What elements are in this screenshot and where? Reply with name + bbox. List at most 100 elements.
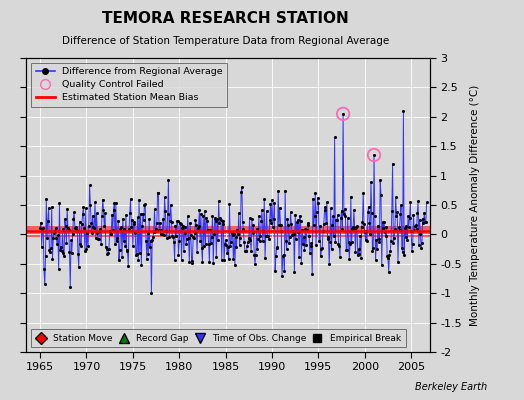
Point [304,220,312,226]
Point [69,231,77,238]
Point [193,225,202,232]
Point [108,227,117,233]
Point [105,228,114,234]
Point [118,216,127,222]
Point [339,111,347,117]
Point [395,226,403,233]
Point [224,256,233,262]
Point [248,230,257,236]
Point [135,196,143,203]
Point [310,222,318,228]
Point [125,226,133,232]
Point [46,248,54,255]
Point [356,233,364,240]
Point [71,226,80,232]
Point [295,254,303,260]
Point [173,218,182,224]
Point [55,200,63,206]
Point [204,227,212,234]
Point [71,225,79,231]
Point [172,232,180,239]
Point [317,246,325,252]
Point [364,203,373,210]
Point [235,241,244,248]
Point [162,235,171,242]
Point [96,225,105,232]
Point [284,222,292,228]
Point [84,243,92,249]
Point [189,234,198,240]
Point [323,198,331,205]
Point [205,259,214,265]
Point [253,226,261,232]
Point [393,208,401,215]
Point [88,230,96,236]
Point [389,240,398,246]
Point [363,238,372,245]
Point [196,210,205,217]
Point [282,237,290,244]
Point [69,216,78,222]
Point [217,217,225,224]
Point [410,226,418,233]
Text: Berkeley Earth: Berkeley Earth [415,382,487,392]
Point [231,262,239,268]
Point [243,242,252,249]
Point [92,210,101,216]
Point [200,243,208,249]
Point [119,238,128,244]
Point [334,241,343,247]
Point [90,225,99,231]
Point [379,225,387,231]
Point [150,206,159,212]
Point [301,226,310,232]
Point [113,235,122,241]
Point [311,189,320,196]
Point [64,226,73,233]
Point [322,220,330,227]
Point [422,219,430,226]
Point [209,260,217,266]
Point [180,248,188,254]
Point [298,227,307,234]
Point [250,252,258,258]
Point [199,212,208,219]
Point [103,251,112,257]
Point [252,252,260,258]
Point [136,250,144,256]
Point [236,234,245,241]
Point [198,245,206,251]
Point [390,235,398,242]
Point [149,229,158,236]
Point [318,245,326,252]
Point [245,215,254,222]
Point [87,220,95,226]
Point [39,225,47,232]
Point [217,257,226,263]
Point [54,266,63,272]
Point [333,217,341,224]
Point [296,212,304,219]
Point [376,177,385,183]
Point [384,255,392,262]
Point [158,231,167,238]
Point [85,182,94,188]
Point [47,245,55,251]
Point [219,221,227,228]
Point [41,253,50,260]
Point [108,211,116,218]
Point [340,211,348,218]
Point [89,213,97,219]
Point [159,216,167,222]
Point [358,219,367,226]
Point [98,212,106,219]
Point [375,236,383,242]
Point [124,262,133,269]
Point [283,216,292,222]
Point [330,232,338,239]
Point [345,256,354,262]
Point [367,210,376,216]
Point [227,239,235,246]
Point [154,190,162,196]
Point [255,213,263,219]
